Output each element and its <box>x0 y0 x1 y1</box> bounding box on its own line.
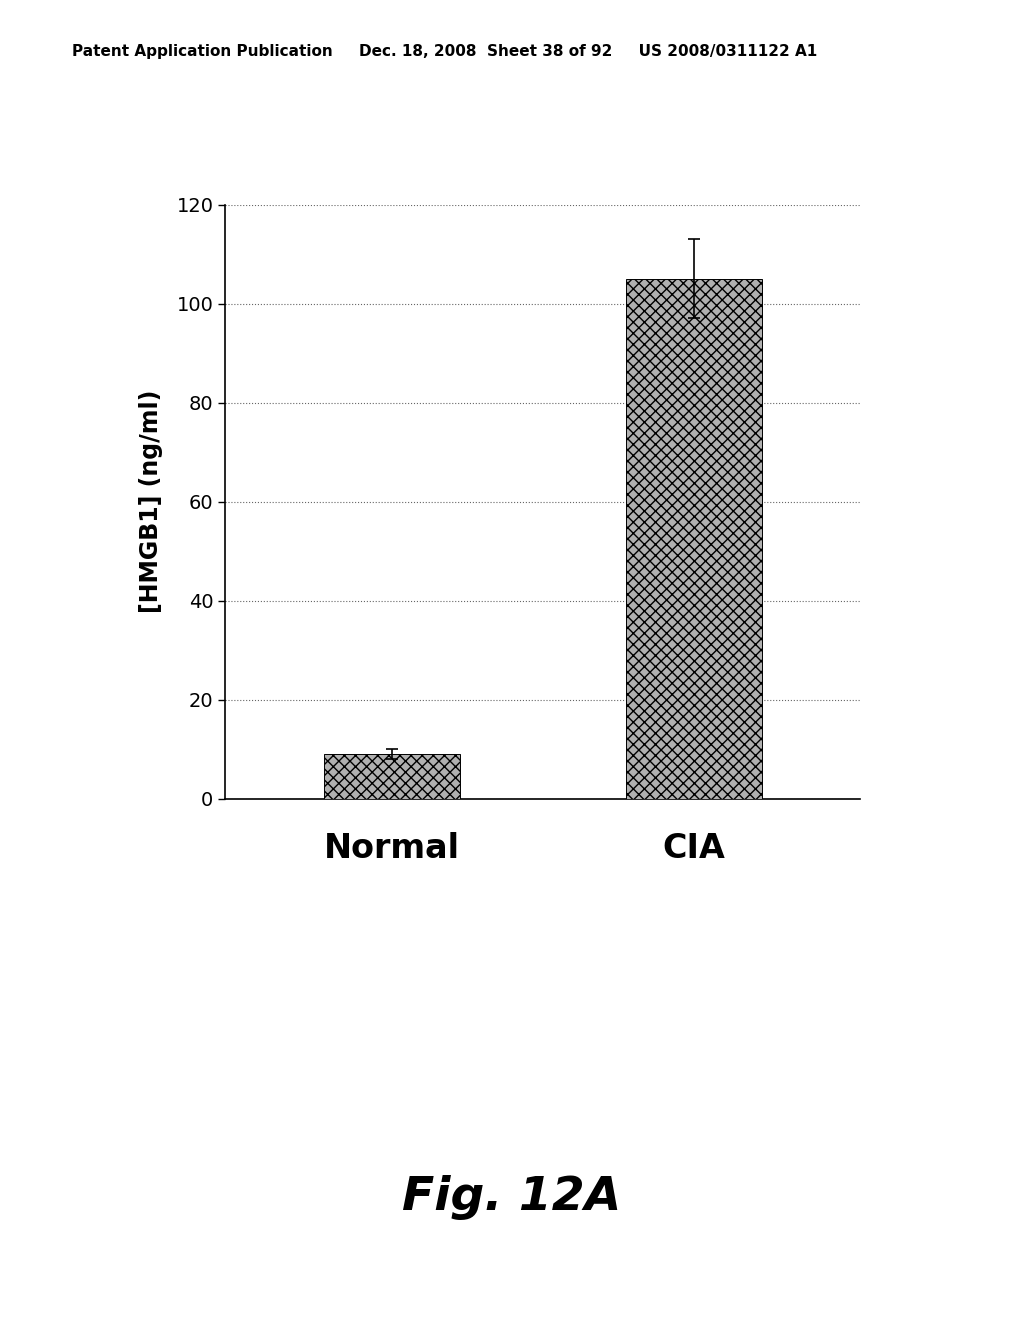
Text: Patent Application Publication     Dec. 18, 2008  Sheet 38 of 92     US 2008/031: Patent Application Publication Dec. 18, … <box>72 44 817 58</box>
Text: Fig. 12A: Fig. 12A <box>402 1175 622 1220</box>
Text: CIA: CIA <box>663 832 725 865</box>
Bar <box>324 754 460 799</box>
Text: Normal: Normal <box>324 832 460 865</box>
Y-axis label: [HMGB1] (ng/ml): [HMGB1] (ng/ml) <box>138 389 163 614</box>
Bar <box>626 279 762 799</box>
